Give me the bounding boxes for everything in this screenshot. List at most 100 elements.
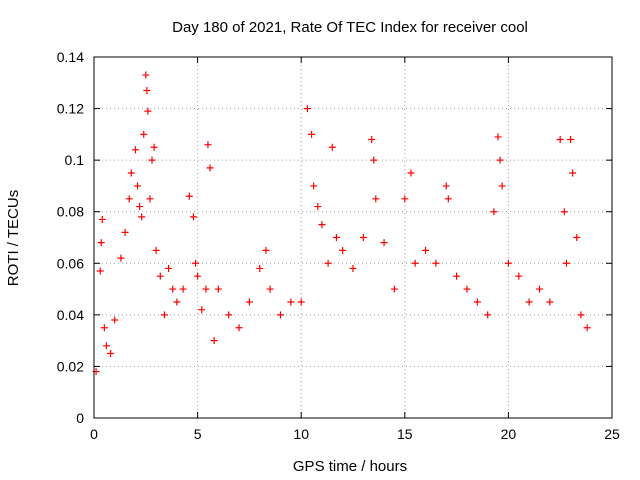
data-point [380,239,388,247]
data-point [143,87,151,95]
data-point [422,246,430,254]
data-point [308,130,316,138]
data-point [407,169,415,177]
data-point [138,213,146,221]
data-point [442,182,450,190]
data-point [504,259,512,267]
data-point [303,105,311,113]
data-point [310,182,318,190]
plot-frame [93,56,613,419]
x-tick-label: 10 [293,426,309,442]
data-point [525,298,533,306]
data-point [125,195,133,203]
x-tick-label: 25 [604,426,620,442]
data-point [370,156,378,164]
data-point [372,195,380,203]
data-point [349,264,357,272]
data-point [97,239,105,247]
chart-title: Day 180 of 2021, Rate Of TEC Index for r… [172,19,528,36]
data-point [339,246,347,254]
data-point [256,264,264,272]
data-point [490,208,498,216]
data-point [173,298,181,306]
data-point [204,141,212,149]
data-point [102,342,110,350]
data-point [189,213,197,221]
data-point [494,133,502,141]
data-point [546,298,554,306]
x-tick-label: 15 [397,426,413,442]
y-tick-label: 0 [76,410,84,426]
y-tick-label: 0.06 [57,255,84,271]
data-point [535,285,543,293]
data-point [266,285,274,293]
x-tick-label: 0 [90,426,98,442]
x-axis-label: GPS time / hours [293,458,407,475]
y-tick-label: 0.1 [65,152,85,168]
data-point [332,234,340,241]
data-point [432,259,440,267]
data-point [107,350,115,358]
y-tick-label: 0.08 [57,204,84,220]
data-point [515,272,523,280]
data-point [328,143,336,151]
data-point [146,195,154,203]
y-tick-label: 0.14 [57,49,84,65]
data-point [210,337,218,345]
data-point [556,136,564,144]
data-point [152,246,160,254]
data-point [225,311,233,319]
data-point [245,298,253,306]
data-point [160,311,168,319]
data-point [560,208,568,216]
data-point [583,324,591,332]
data-point [577,311,585,319]
data-point [179,285,187,293]
data-point [498,182,506,190]
data-point [484,311,492,319]
data-point [297,298,305,306]
data-point [169,285,177,293]
data-point [287,298,295,306]
data-point [569,169,577,177]
data-point [368,136,376,144]
data-point [214,285,222,293]
data-point [324,259,332,267]
data-point [185,192,193,200]
data-point [444,195,452,203]
data-point [165,264,173,272]
data-point [136,203,144,211]
data-point [192,259,200,267]
x-tick-label: 5 [194,426,202,442]
y-tick-label: 0.04 [57,307,84,323]
data-point [156,272,164,280]
data-point [359,234,367,241]
data-point [411,259,419,267]
data-point [390,285,398,293]
data-point [567,136,575,144]
data-point [134,182,142,190]
data-point [198,306,206,314]
data-point [117,254,125,262]
data-point [562,259,570,267]
data-point [121,228,129,236]
data-point [235,324,243,332]
data-point [262,246,270,254]
data-point [144,107,152,115]
data-point [127,169,135,177]
data-point [473,298,481,306]
data-point [100,324,108,332]
data-point [453,272,461,280]
x-tick-label: 20 [501,426,517,442]
data-point [131,146,139,154]
data-point [98,215,106,223]
x-tick-labels: 0 5 10 15 20 25 [90,426,620,442]
data-point [142,71,150,79]
y-tick-label: 0.12 [57,101,84,117]
y-tick-label: 0.02 [57,358,84,374]
data-point [463,285,471,293]
data-points [92,71,591,376]
data-point [194,272,202,280]
data-point [573,234,581,241]
